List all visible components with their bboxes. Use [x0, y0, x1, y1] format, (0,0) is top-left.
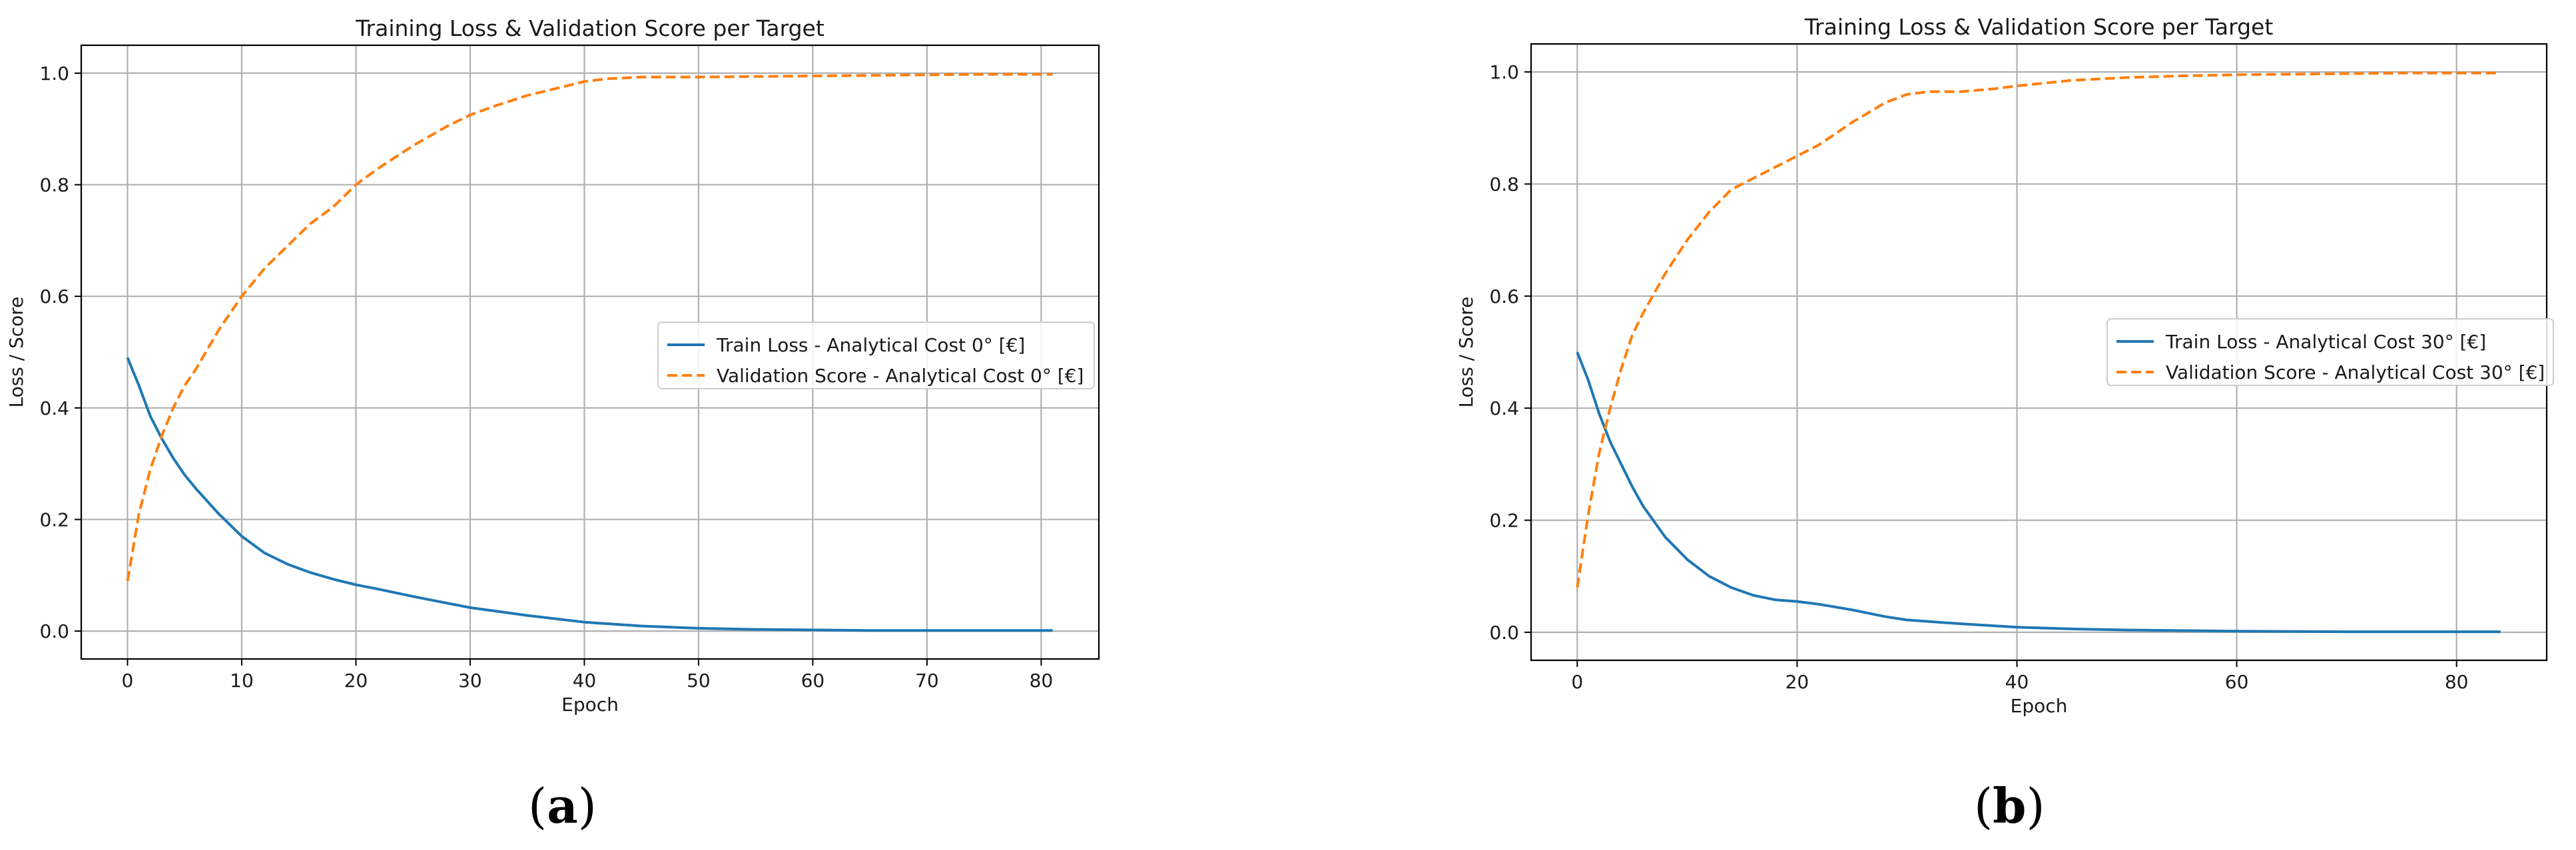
chart-b-xtick-label-4: 80 [2445, 671, 2469, 693]
chart-a-xtick-label-6: 60 [801, 670, 825, 692]
chart-b-ylabel: Loss / Score [1455, 296, 1477, 407]
chart-b-xtick-label-2: 40 [2005, 671, 2029, 693]
chart-a-ytick-label-4: 0.8 [39, 174, 69, 196]
chart-b-xlabel: Epoch [2011, 695, 2068, 717]
chart-a-ylabel: Loss / Score [5, 296, 27, 407]
panel-label-a-letter: a [547, 777, 578, 834]
chart-a-series-line-validation [126, 73, 1053, 582]
chart-a-xtick-label-0: 0 [122, 670, 134, 692]
chart-a-ytick-label-3: 0.6 [39, 286, 69, 308]
chart-a-xtick-label-4: 40 [573, 670, 597, 692]
chart-a-legend-box [657, 321, 1095, 389]
chart-panel-a: 0 10 20 30 40 50 60 70 80 0.0 0.2 0.4 0.6 0.8 1.0 Train… [5, 15, 1100, 834]
chart-a-xlabel: Epoch [561, 694, 619, 716]
chart-b-xtick-label-1: 20 [1785, 671, 1809, 693]
chart-a-legend-label-0: Train Loss - Analytical Cost 0° [€] [716, 334, 1025, 356]
chart-a-title: Training Loss & Validation Score per Tar… [355, 15, 824, 41]
chart-b-series-line-validation [1576, 71, 2501, 588]
chart-a-xtick-label-1: 10 [230, 670, 254, 692]
chart-a-xtick-label-7: 70 [915, 670, 939, 692]
chart-a-svg: 0 10 20 30 40 50 60 70 80 0.0 0.2 0.4 0.6 0.8 1.0 Train… [5, 15, 1100, 716]
chart-b-svg: 0 20 40 60 80 0.0 0.2 0.4 0.6 0.8 1.0 Training Loss… [1455, 14, 2554, 717]
chart-b-title: Training Loss & Validation Score per Tar… [1804, 14, 2274, 40]
panel-label-b: (b) [1974, 777, 2045, 834]
chart-a-ytick-label-1: 0.2 [39, 509, 69, 531]
chart-b-legend-box [2106, 318, 2554, 386]
chart-a-axes-frame [80, 44, 1100, 660]
chart-b-ytick-label-5: 1.0 [1489, 61, 1519, 83]
chart-b-legend-label-0: Train Loss - Analytical Cost 30° [€] [2165, 331, 2486, 353]
chart-a-xtick-label-8: 80 [1030, 670, 1054, 692]
chart-b-legend-label-1: Validation Score - Analytical Cost 30° [… [2166, 361, 2545, 383]
chart-b-ytick-label-2: 0.4 [1489, 397, 1519, 419]
chart-b-xtick-label-3: 60 [2225, 671, 2249, 693]
chart-a-series-line-train [126, 357, 1053, 632]
chart-a-ytick-label-2: 0.4 [39, 397, 69, 419]
chart-b-series-line-train [1576, 351, 2501, 634]
chart-b-xtick-label-0: 0 [1571, 671, 1583, 693]
chart-b-ytick-label-3: 0.6 [1489, 286, 1519, 308]
chart-b-ytick-label-0: 0.0 [1489, 622, 1519, 644]
chart-a-ytick-label-0: 0.0 [39, 620, 69, 642]
chart-b-ytick-label-1: 0.2 [1489, 510, 1519, 532]
chart-a-ytick-label-5: 1.0 [39, 63, 69, 85]
chart-a-legend-label-1: Validation Score - Analytical Cost 0° [€… [717, 365, 1084, 387]
panel-label-b-letter: b [1993, 777, 2027, 834]
chart-b-ytick-label-4: 0.8 [1489, 173, 1519, 195]
chart-a-xtick-label-5: 50 [687, 670, 711, 692]
panel-label-a: (a) [528, 777, 597, 834]
chart-a-xtick-label-2: 20 [344, 670, 368, 692]
chart-panel-b: 0 20 40 60 80 0.0 0.2 0.4 0.6 0.8 1.0 Training Loss… [1288, 0, 2576, 850]
chart-a-xtick-label-3: 30 [458, 670, 482, 692]
